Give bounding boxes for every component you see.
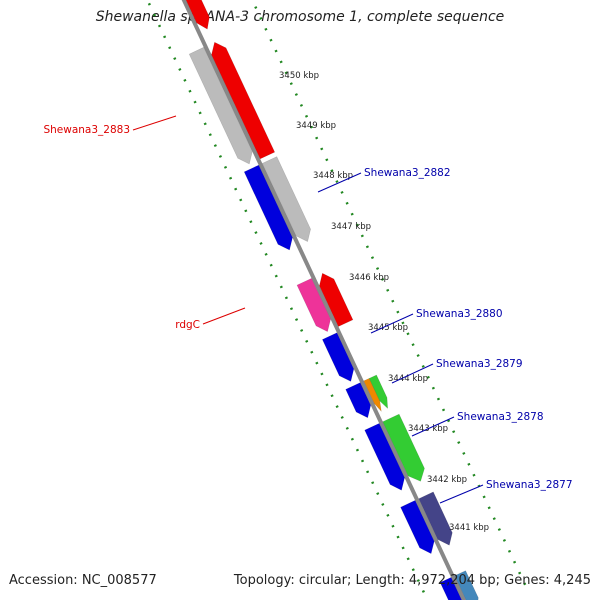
tick-label: 3442 kbp: [427, 475, 467, 485]
tick-label: 3448 kbp: [313, 171, 353, 181]
gene-label[interactable]: Shewana3_2878: [457, 411, 544, 423]
backbone: [181, 0, 467, 600]
tick-label: 3449 kbp: [296, 121, 336, 131]
gene-arrow-green-2878[interactable]: [382, 413, 425, 482]
label-leader-line: [391, 363, 434, 384]
gene-label[interactable]: Shewana3_2877: [486, 479, 573, 491]
gene-arrow-red-2883[interactable]: [211, 41, 276, 160]
tick-label: 3441 kbp: [449, 523, 489, 533]
gene-label[interactable]: Shewana3_2879: [436, 358, 523, 370]
gene-arrow-blue-2878[interactable]: [364, 423, 405, 491]
gene-arrow-blue-bottom[interactable]: [439, 577, 464, 600]
accession-text: Accession: NC_008577: [9, 573, 157, 588]
label-leader-line: [411, 416, 455, 437]
gene-arrow-green-2879[interactable]: [368, 374, 389, 410]
label-leader-line: [202, 307, 246, 325]
ruler-line-left: [146, 0, 429, 600]
label-leader-line: [370, 313, 414, 334]
gene-arrow-blue-2882[interactable]: [243, 164, 293, 251]
label-leader-line: [439, 484, 484, 504]
label-leader-line: [317, 172, 362, 193]
tick-label: 3445 kbp: [368, 323, 408, 333]
gene-arrow-blue-2877[interactable]: [400, 500, 435, 555]
tick-label: 3447 kbp: [331, 222, 371, 232]
gene-labels: Shewana3_2883 rdgC Shewana3_2882 Shewana3_2…: [43, 115, 573, 504]
gene-label[interactable]: Shewana3_2882: [364, 167, 451, 179]
gene-label[interactable]: Shewana3_2880: [416, 308, 503, 320]
gene-arrow-red-rdgc[interactable]: [319, 272, 354, 327]
gene-arrow-pink-rdgc[interactable]: [296, 278, 331, 333]
gene-arrow-blue-2879[interactable]: [345, 382, 372, 419]
tick-label: 3446 kbp: [349, 273, 389, 283]
gene-arrow-blue-2880[interactable]: [322, 332, 355, 382]
ruler-line-right: [250, 0, 529, 590]
gene-features: [176, 0, 479, 600]
gene-arrow-gray-2883[interactable]: [188, 46, 253, 165]
gene-label[interactable]: rdgC: [175, 319, 200, 331]
chromosome-backbone: [181, 0, 467, 600]
map-summary-text: Topology: circular; Length: 4,972,204 bp…: [233, 573, 591, 588]
gene-arrow-purple-2877[interactable]: [418, 491, 453, 546]
gene-arrow-gray-2882[interactable]: [261, 156, 311, 243]
tick-label: 3444 kbp: [388, 374, 428, 384]
gene-arrow-red-top[interactable]: [176, 0, 210, 30]
gene-label[interactable]: Shewana3_2883: [43, 124, 130, 136]
gene-arrow-steel-bottom[interactable]: [454, 570, 479, 600]
tick-label: 3450 kbp: [279, 71, 319, 81]
gene-arrow-orange-2879[interactable]: [363, 378, 382, 413]
label-leader-line: [132, 115, 177, 131]
